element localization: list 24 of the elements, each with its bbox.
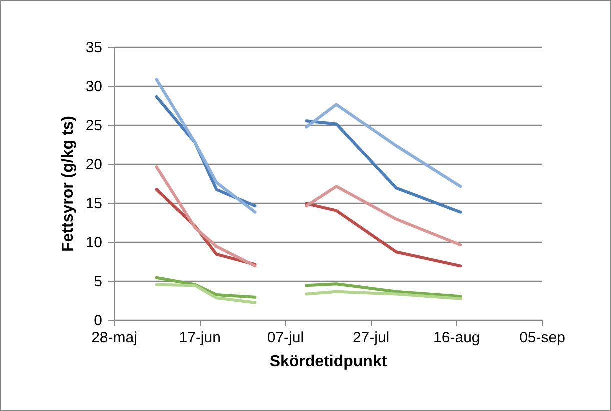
line-series [305,103,462,188]
y-tick-label: 20 [86,156,102,174]
x-tick-label: 28-maj [92,330,138,346]
y-tick-label: 35 [86,40,102,56]
line-series [305,120,462,214]
line-series [305,202,462,268]
line-series [155,78,257,214]
y-tick-label: 10 [86,234,102,252]
y-tick-label: 25 [86,118,102,134]
y-tick-label: 0 [94,312,102,330]
line-series [305,185,462,247]
line-series [155,283,257,304]
x-tick-label: 07-jul [267,330,304,346]
x-tick-label: 05-sep [520,330,566,346]
y-tick-label: 15 [86,196,102,212]
x-tick-label: 17-jun [179,330,221,346]
y-axis-title: Fettsyror (g/kg ts) [60,116,77,252]
x-axis-title: Skördetidpunkt [270,354,388,370]
line-series [305,282,462,298]
y-tick-label: 30 [86,78,102,96]
x-tick-label: 16-aug [434,330,480,346]
y-tick-label: 5 [94,274,102,290]
x-tick-label: 27-jul [352,330,390,346]
line-series [155,166,257,268]
